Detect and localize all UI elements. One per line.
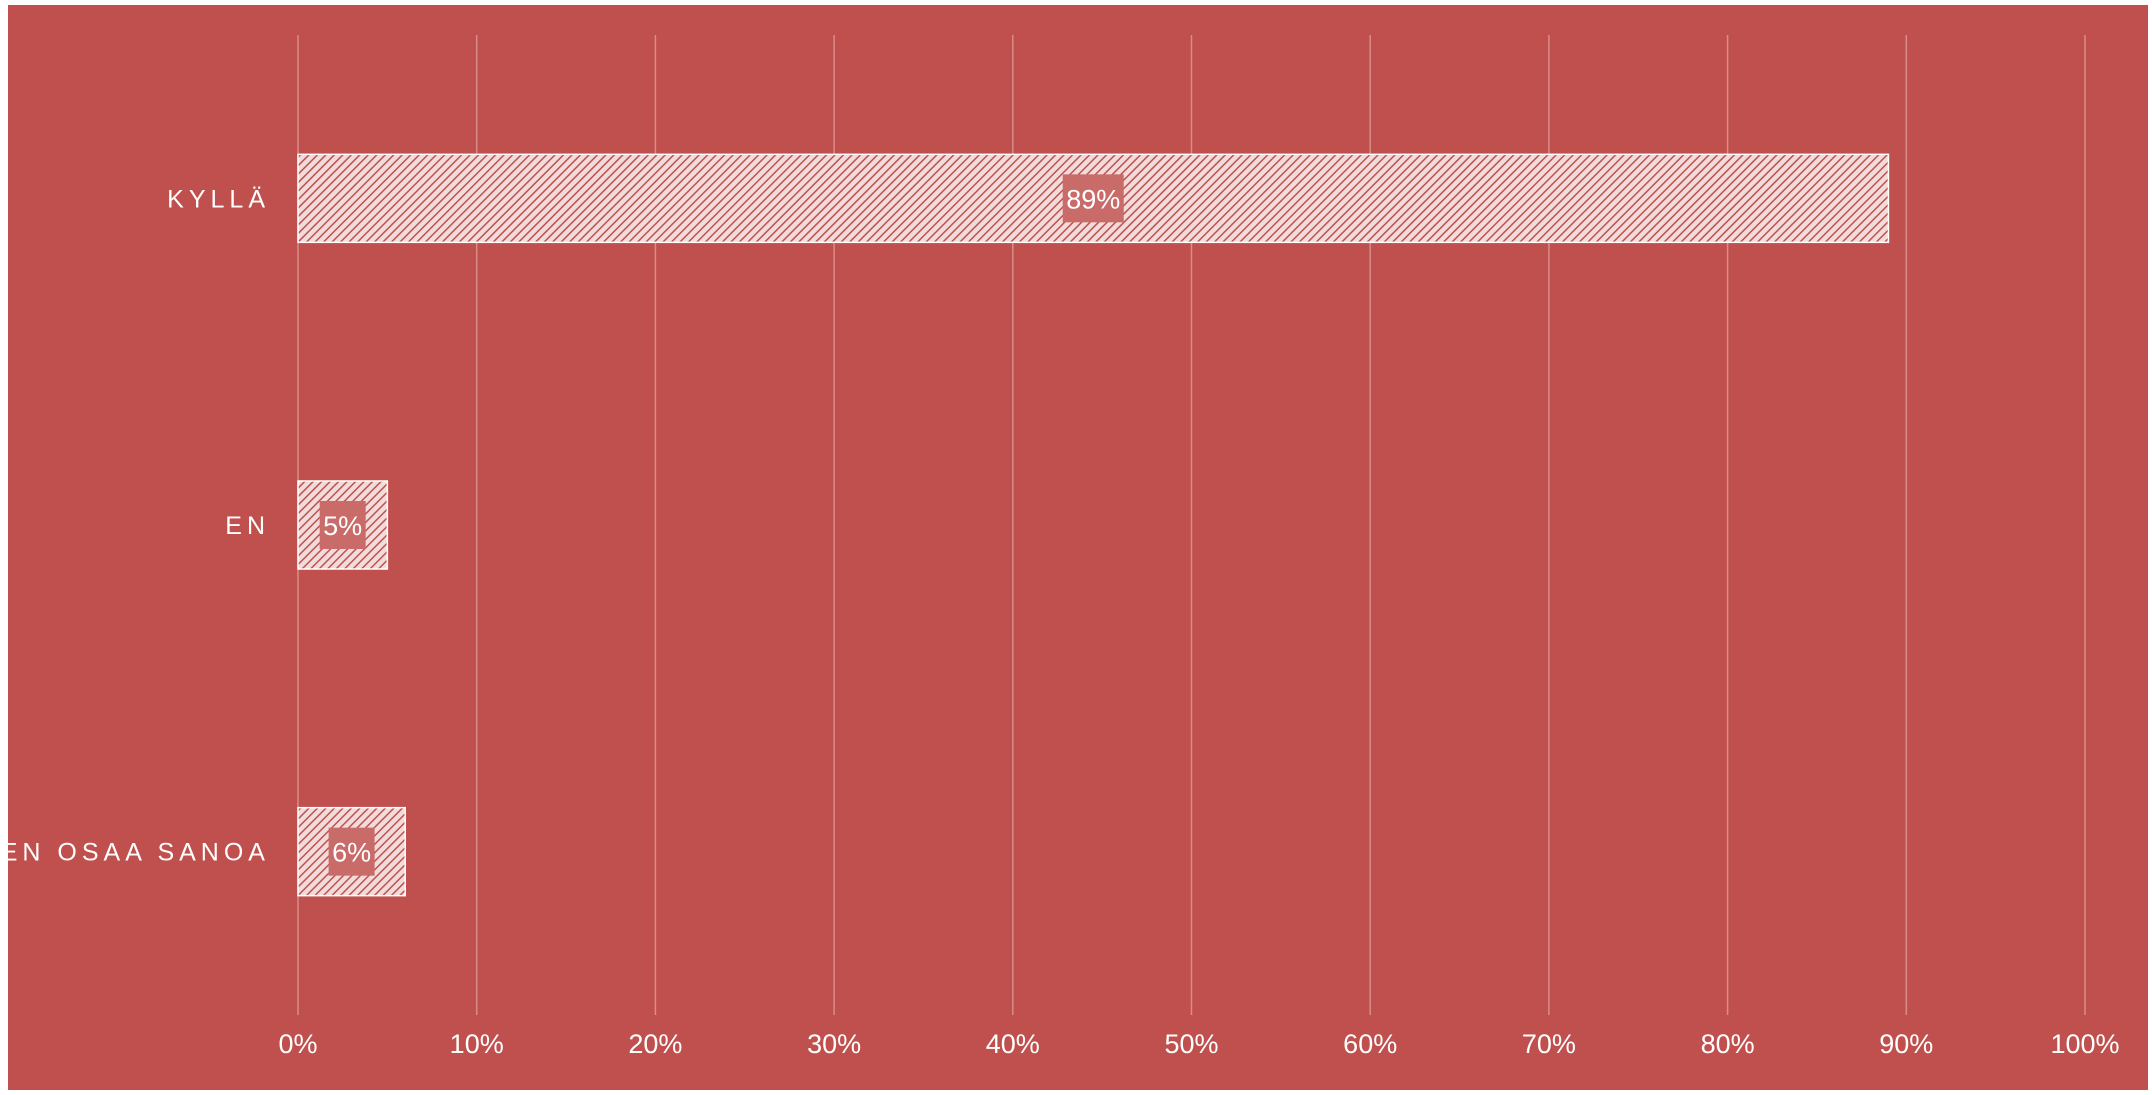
x-tick-label: 70% bbox=[1522, 1029, 1576, 1059]
x-tick-label: 40% bbox=[986, 1029, 1040, 1059]
category-label: KYLLÄ bbox=[167, 185, 270, 213]
x-tick-label: 10% bbox=[450, 1029, 504, 1059]
x-tick-label: 50% bbox=[1164, 1029, 1218, 1059]
value-axis: 0% 10% 20% 30% 40% 50% 60% 70% 80% 90% 100% bbox=[278, 1029, 2119, 1059]
x-tick-label: 20% bbox=[628, 1029, 682, 1059]
category-label: EN bbox=[225, 512, 270, 540]
data-label: 89% bbox=[1066, 184, 1120, 214]
x-tick-label: 30% bbox=[807, 1029, 861, 1059]
bar-chart: 89% 5% 6% KYLLÄ EN EN OSAA SANOA 0% 10% 20% 30%… bbox=[8, 5, 2148, 1090]
data-label-box bbox=[1062, 174, 1124, 223]
x-tick-label: 100% bbox=[2050, 1029, 2119, 1059]
x-tick-label: 60% bbox=[1343, 1029, 1397, 1059]
data-label: 5% bbox=[323, 511, 362, 541]
chart-container: 89% 5% 6% KYLLÄ EN EN OSAA SANOA 0% 10% 20% 30%… bbox=[8, 5, 2148, 1090]
category-label: EN OSAA SANOA bbox=[8, 839, 270, 867]
category-axis: KYLLÄ EN EN OSAA SANOA bbox=[8, 185, 270, 867]
data-labels: 89% 5% 6% bbox=[319, 174, 1124, 876]
data-label-box bbox=[328, 827, 375, 876]
x-tick-label: 80% bbox=[1701, 1029, 1755, 1059]
data-label: 6% bbox=[332, 838, 371, 868]
x-tick-label: 0% bbox=[278, 1029, 317, 1059]
x-tick-label: 90% bbox=[1879, 1029, 1933, 1059]
data-label-box bbox=[319, 501, 366, 549]
